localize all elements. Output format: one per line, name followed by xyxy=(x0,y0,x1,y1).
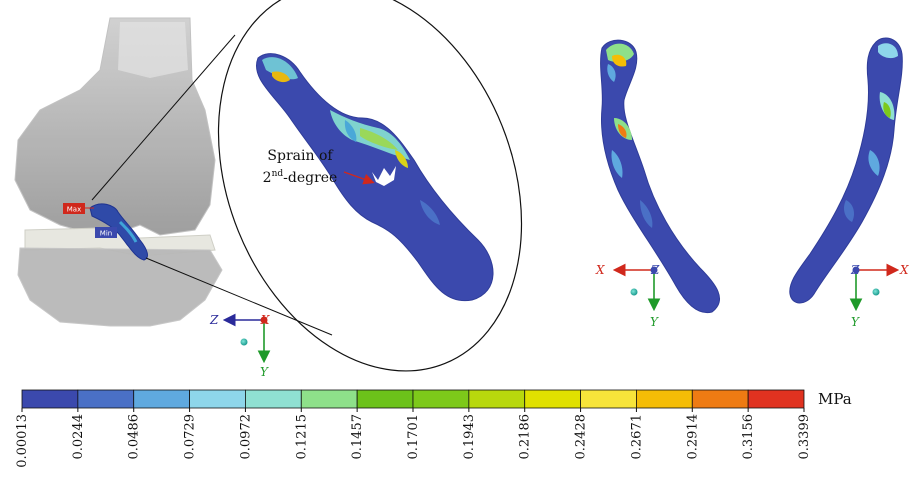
zoom-connector-top xyxy=(91,34,236,201)
sprain-label-line1: Sprain of xyxy=(267,148,334,164)
axis-triad-mid: X Z Y xyxy=(595,263,661,329)
colorbar-swatch xyxy=(245,389,302,409)
ligament-inset xyxy=(89,203,148,261)
colorbar-swatch xyxy=(468,389,526,409)
axis-mid-horizontal: X xyxy=(595,263,605,277)
colorbar-swatch xyxy=(189,389,246,409)
sprain-arrow xyxy=(343,171,375,185)
colorbar-swatch xyxy=(133,389,190,409)
sprain-tear xyxy=(372,166,396,186)
colorbar-swatch xyxy=(580,389,637,409)
knee-model: Max Min xyxy=(14,17,223,327)
colorbar-unit: MPa xyxy=(818,390,852,408)
colorbar-tick-label: 0.0972 xyxy=(238,414,253,460)
axis-left-horizontal: Z xyxy=(209,313,219,327)
colorbar-tick-label: 0.1701 xyxy=(406,414,421,460)
colorbar-tick-label: 0.0729 xyxy=(183,414,198,460)
max-marker-label: Max xyxy=(67,206,81,214)
ligament-view-back xyxy=(789,37,903,304)
axis-left-out: X xyxy=(260,313,270,327)
colorbar-tick-label: 0.3399 xyxy=(797,414,812,460)
colorbar-swatch xyxy=(77,389,135,409)
tibia-bone xyxy=(17,247,223,327)
axis-right-out: Z xyxy=(850,263,860,277)
axis-triad-left: Z X Y xyxy=(209,313,271,379)
axis-triad-right: X Z Y xyxy=(849,263,909,329)
colorbar-swatch xyxy=(356,389,414,409)
axis-mid-vertical: Y xyxy=(650,315,659,329)
axis-right-vertical: Y xyxy=(851,315,860,329)
colorbar-swatch xyxy=(300,389,358,409)
colorbar-tick-label: 0.3156 xyxy=(741,414,756,460)
ligament-view-front xyxy=(600,39,720,314)
colorbar-tick-label: 0.1215 xyxy=(294,414,309,460)
max-marker xyxy=(63,203,85,214)
colorbar-tick-label: 0.00013 xyxy=(15,414,30,468)
colorbar-tick-label: 0.1457 xyxy=(350,414,365,460)
min-marker-label: Min xyxy=(100,230,112,238)
colorbar-swatch xyxy=(747,389,805,409)
colorbar-swatch xyxy=(636,389,693,409)
colorbar-tick-label: 0.1943 xyxy=(462,414,477,460)
colorbar-tick-label: 0.2914 xyxy=(685,414,700,460)
colorbar-tick-label: 0.2428 xyxy=(574,414,589,460)
colorbar-tick-label: 0.0244 xyxy=(71,414,86,460)
sprain-label-line2: 2nd-degree xyxy=(263,169,338,186)
axis-left-vertical: Y xyxy=(260,365,269,379)
colorbar-swatch xyxy=(691,389,749,409)
ligament-zoomed xyxy=(255,53,494,302)
colorbar: 0.00013 0.0244 0.0486 0.0729 0.0972 0.1215 0.1… xyxy=(15,389,812,468)
colorbar-swatch xyxy=(412,389,470,409)
axis-mid-out: Z xyxy=(650,263,660,277)
colorbar-swatch xyxy=(524,389,581,409)
zoom-connector-bottom xyxy=(145,257,333,336)
colorbar-tick-label: 0.2671 xyxy=(629,414,644,460)
colorbar-tick-label: 0.2186 xyxy=(518,414,533,460)
min-marker xyxy=(95,227,117,238)
colorbar-swatch xyxy=(21,389,79,409)
axis-right-horizontal: X xyxy=(899,263,909,277)
colorbar-tick-label: 0.0486 xyxy=(127,414,142,460)
zoom-ellipse xyxy=(217,0,523,372)
